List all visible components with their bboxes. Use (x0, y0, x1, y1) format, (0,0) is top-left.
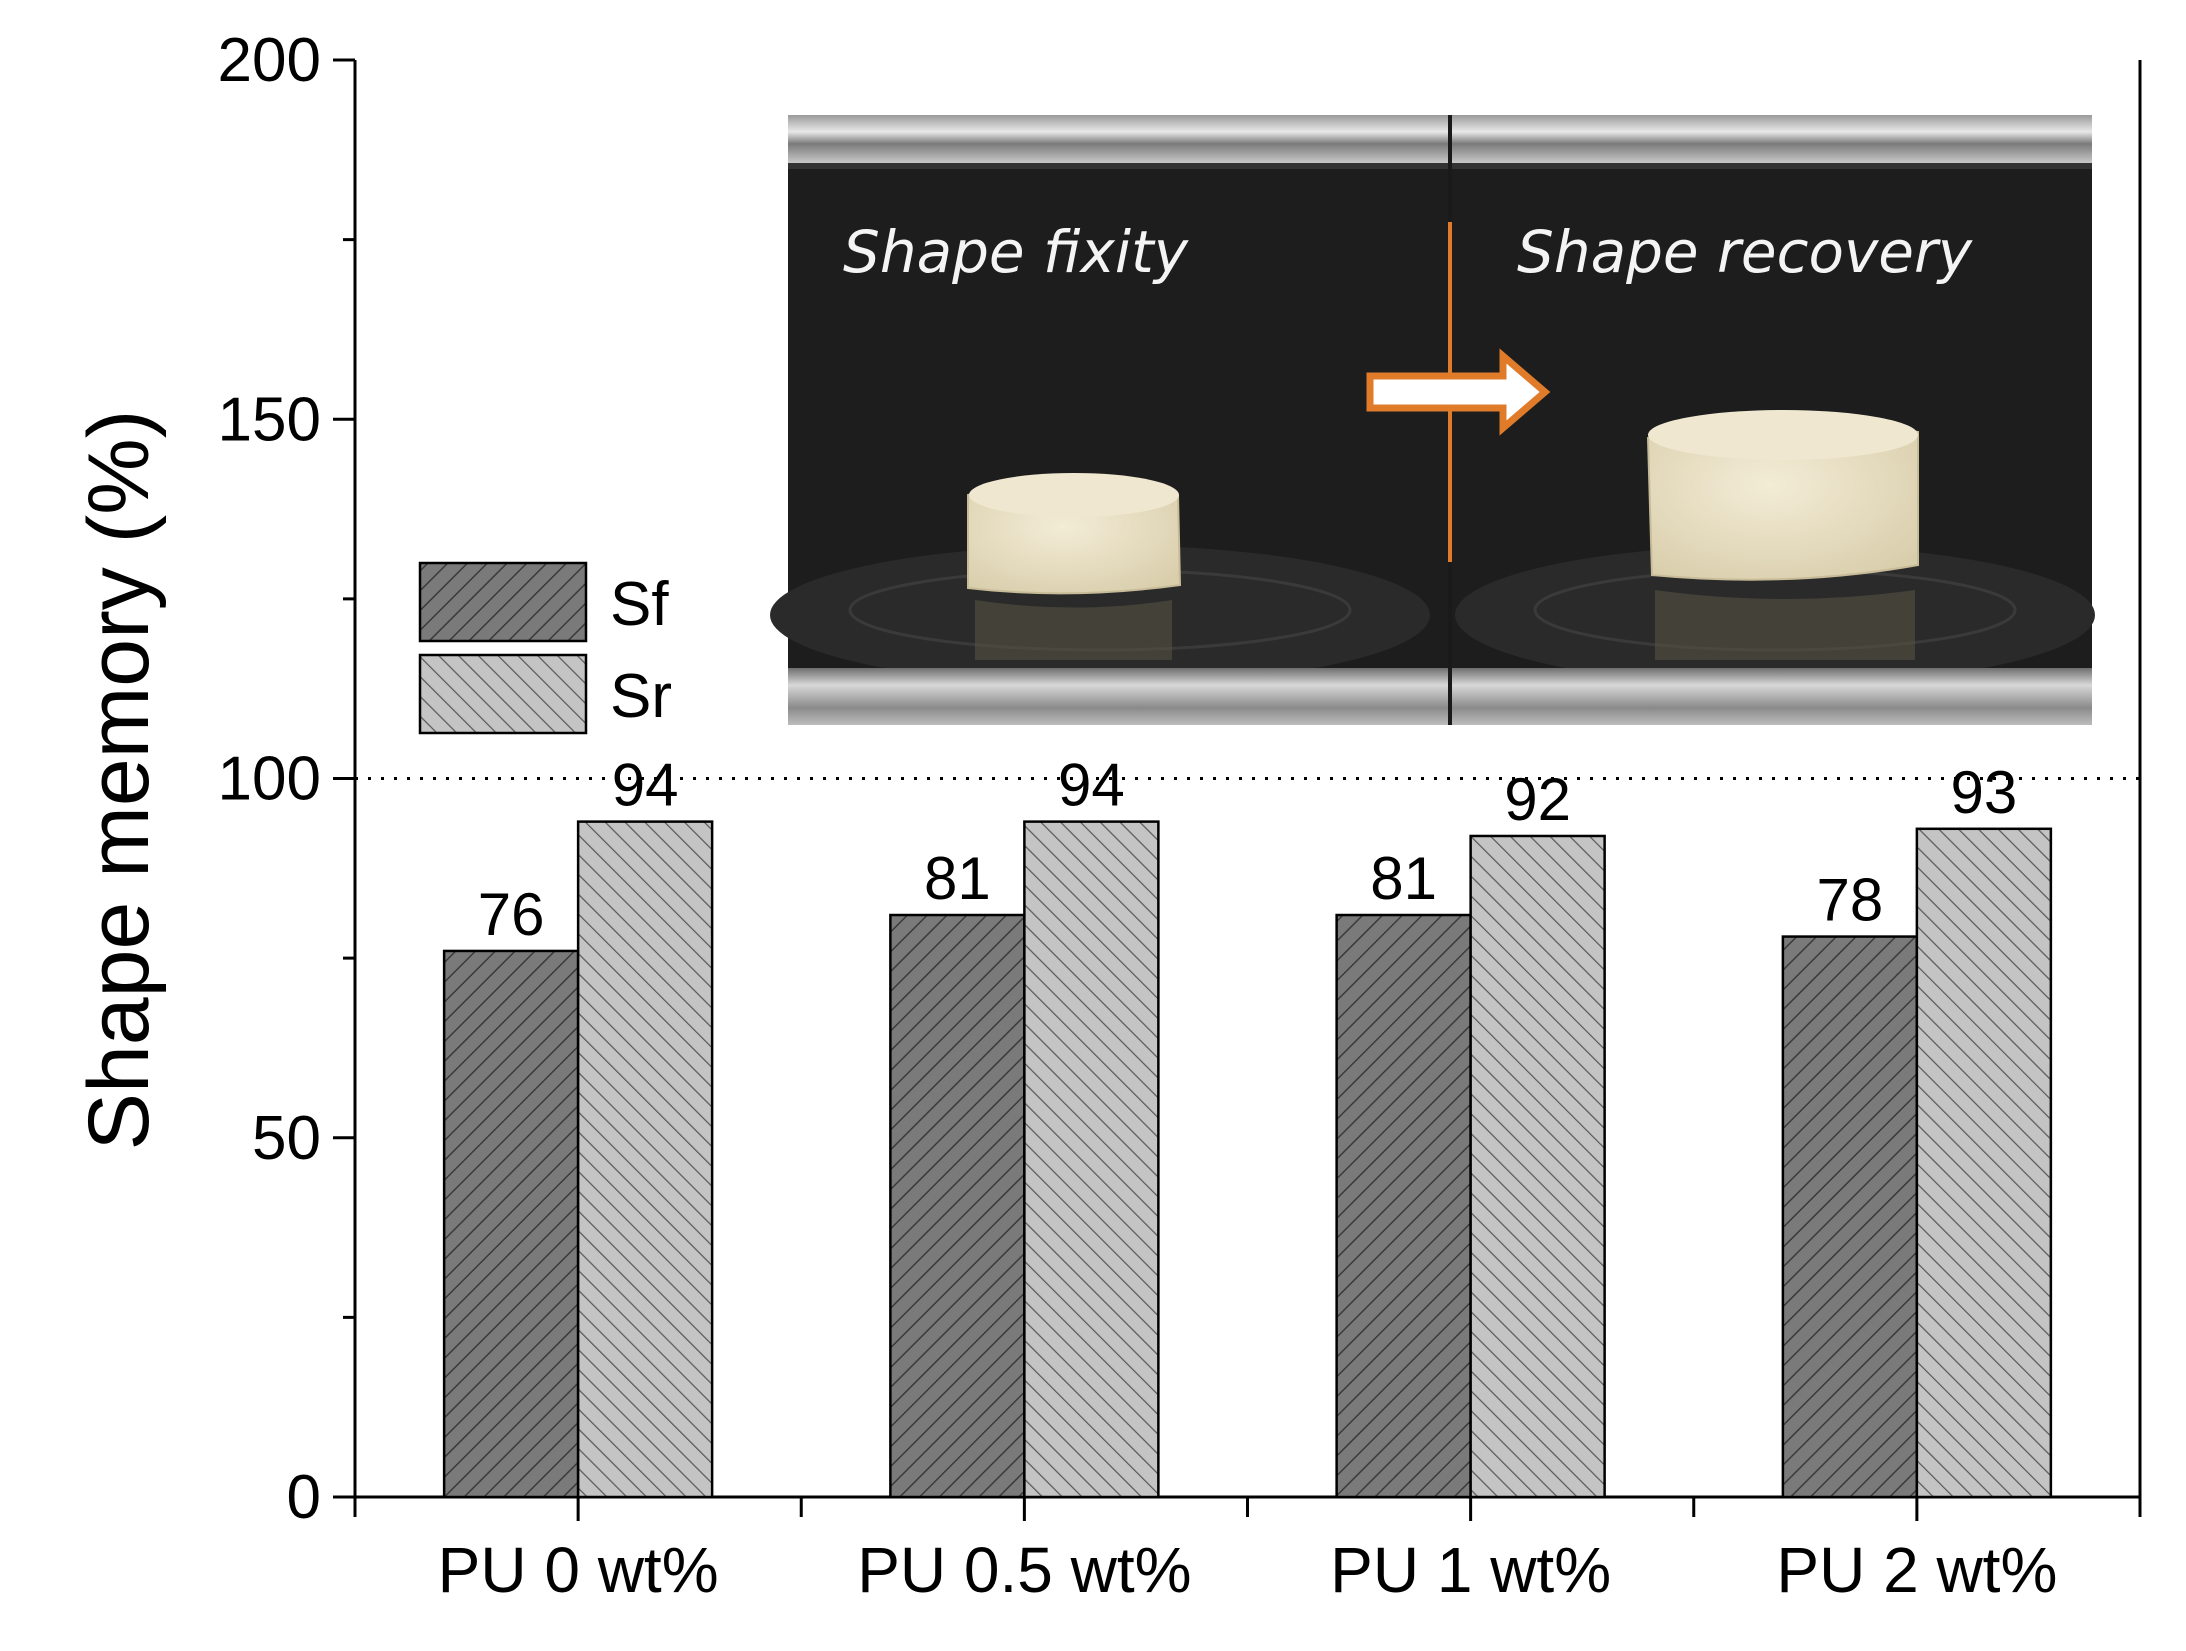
y-axis-ticks: 0 50 100 150 200 (218, 26, 355, 1532)
category-label: PU 2 wt% (1776, 1534, 2057, 1606)
bar-series: 76 94 81 94 81 92 78 93 (442, 752, 2053, 1499)
data-label-sr: 92 (1504, 766, 1571, 833)
data-label-sf: 81 (1370, 845, 1437, 912)
inset-photo-left-panel: Shape fixity (770, 115, 1448, 725)
category-label: PU 1 wt% (1330, 1534, 1611, 1606)
y-tick-label: 50 (252, 1104, 321, 1173)
bar-sf (1335, 913, 1472, 1499)
y-tick-label: 150 (218, 385, 321, 454)
data-label-sf: 76 (478, 881, 545, 948)
y-tick-label: 0 (287, 1463, 321, 1532)
bar-sr (1915, 827, 2053, 1499)
left-photo-caption: Shape fixity (843, 218, 1189, 286)
right-photo-caption: Shape recovery (1517, 218, 1973, 286)
bar-sr (1469, 834, 1606, 1499)
bar-sr (576, 820, 714, 1499)
legend-label-sr: Sr (610, 662, 672, 731)
legend-swatch-sf (418, 561, 588, 643)
category-labels: PU 0 wt% PU 0.5 wt% PU 1 wt% PU 2 wt% (438, 1534, 2058, 1606)
bar-sf (889, 913, 1026, 1499)
category-label: PU 0 wt% (438, 1534, 719, 1606)
bar-sr (1023, 820, 1160, 1499)
data-label-sr: 93 (1951, 759, 2018, 826)
y-tick-label: 200 (218, 26, 321, 95)
arrow-right-icon (1366, 348, 1551, 436)
bar-sf (442, 949, 580, 1499)
legend-label-sf: Sf (610, 570, 669, 639)
category-label: PU 0.5 wt% (857, 1534, 1191, 1606)
data-label-sf: 78 (1817, 867, 1884, 934)
inset-photo-right-panel: Shape recovery (1452, 115, 2095, 725)
y-tick-label: 100 (218, 745, 321, 814)
y-axis-title: Shape memory (%) (71, 410, 167, 1151)
data-label-sr: 94 (1058, 752, 1125, 819)
inset-photo: Shape fixity Shape recovery (770, 115, 2095, 725)
data-label-sf: 81 (924, 845, 991, 912)
legend: Sf Sr (418, 561, 672, 735)
legend-swatch-sr (418, 653, 588, 735)
x-axis-ticks (353, 1497, 2142, 1521)
data-label-sr: 94 (612, 752, 679, 819)
bar-sf (1781, 935, 1919, 1499)
